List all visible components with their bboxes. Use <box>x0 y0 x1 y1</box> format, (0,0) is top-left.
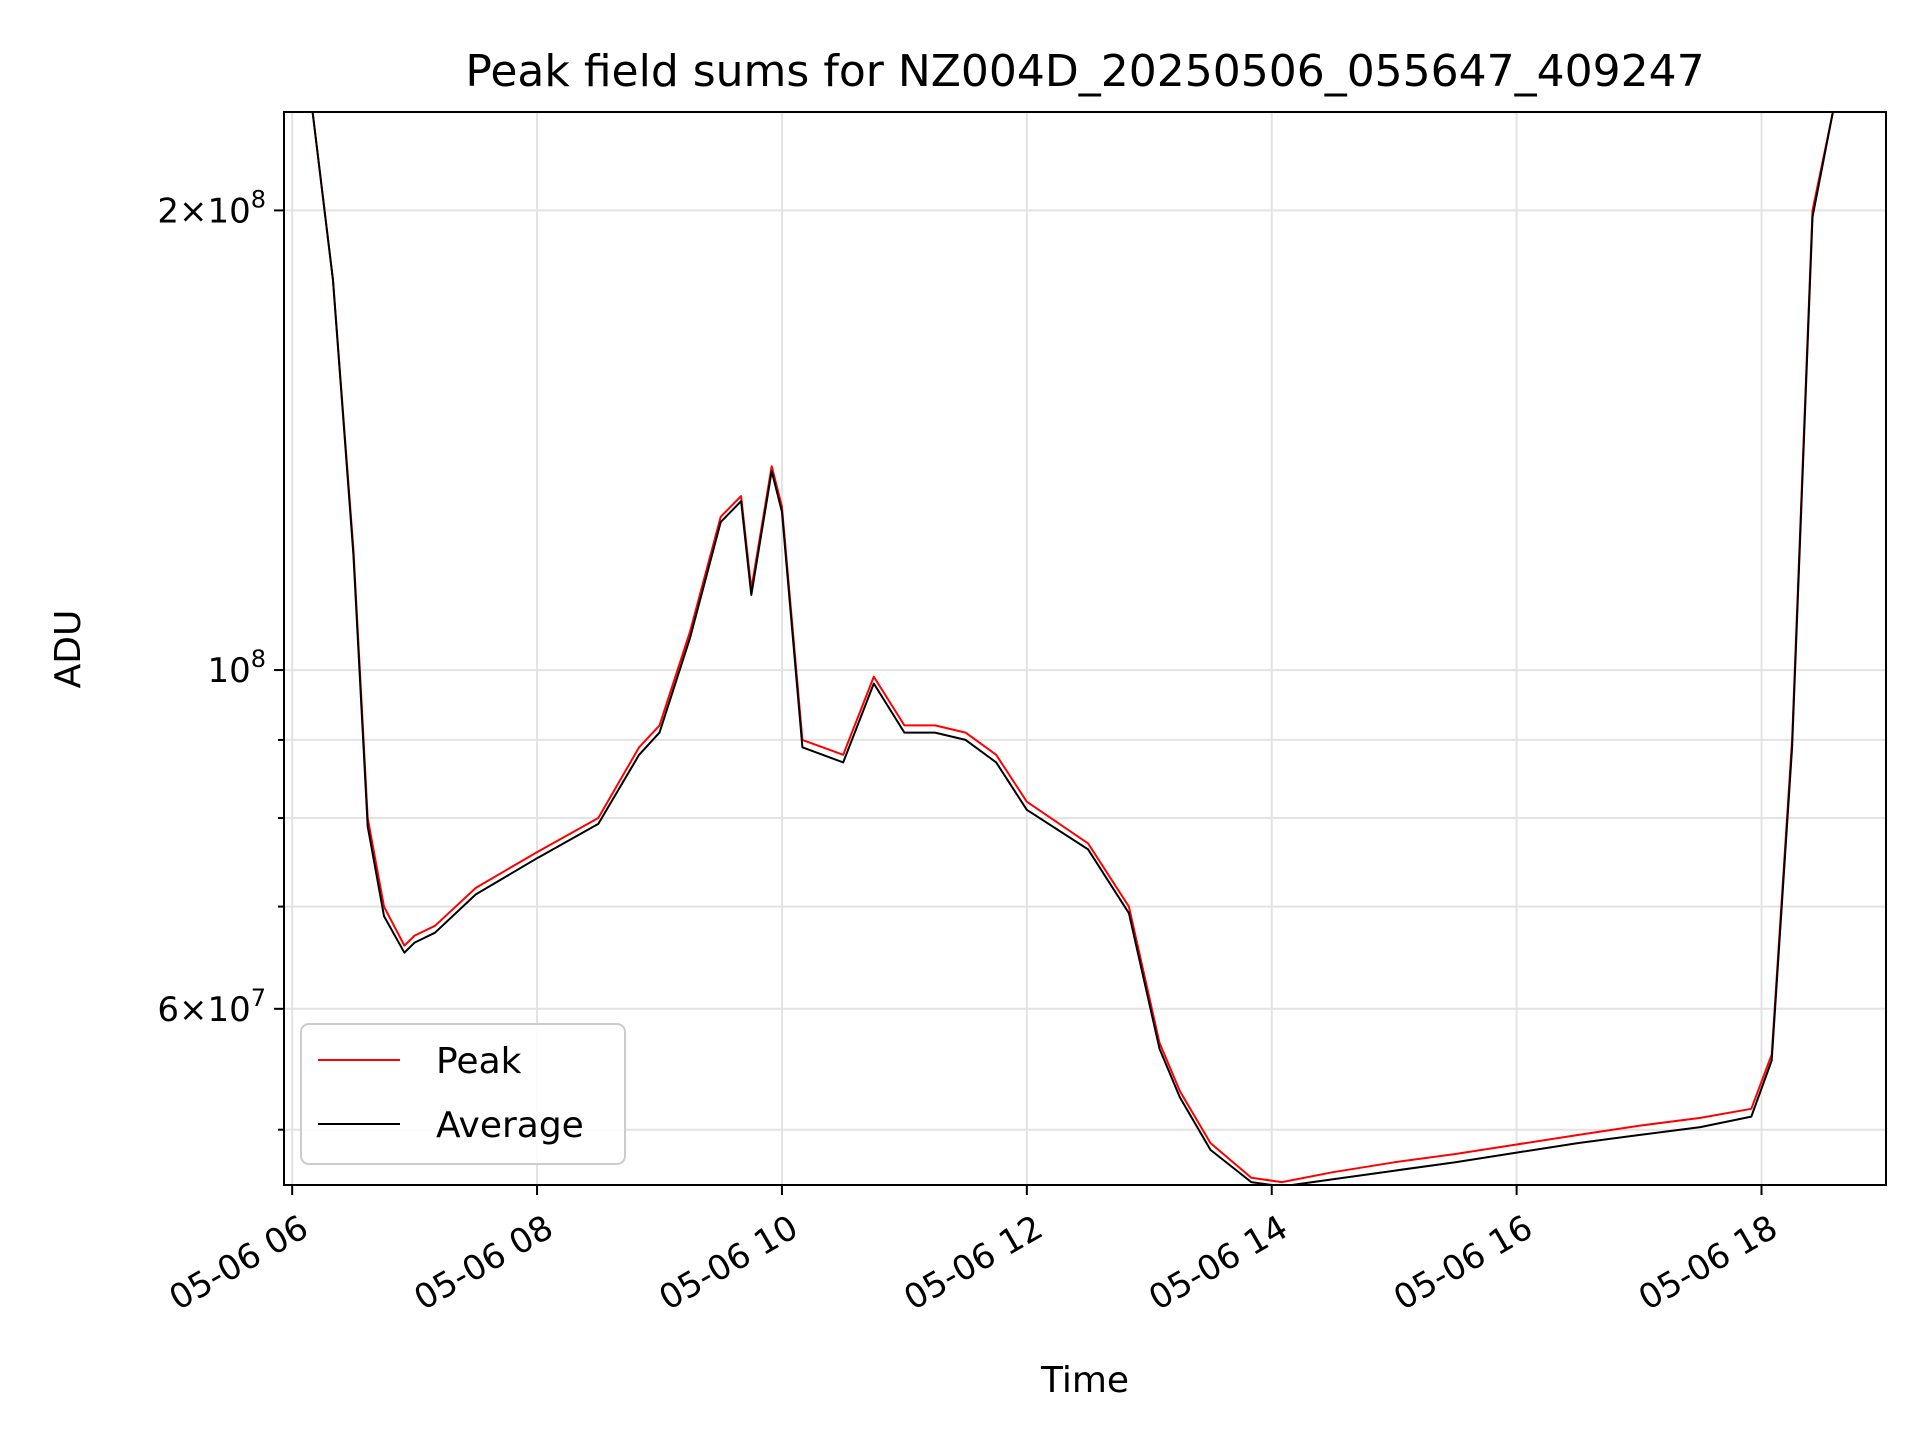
y-tick-label: 108 <box>207 645 266 691</box>
y-tick-label: 6×107 <box>157 984 266 1030</box>
series-line-average <box>284 112 1886 1185</box>
legend-label-average: Average <box>436 1105 584 1146</box>
y-tick-label: 2×108 <box>157 185 266 231</box>
series-line-peak <box>284 112 1886 1184</box>
legend-label-peak: Peak <box>436 1041 522 1082</box>
x-axis-label: Time <box>1040 1360 1129 1401</box>
series-layer <box>284 112 1886 1185</box>
plot-frame <box>283 111 1887 1186</box>
chart-title: Peak field sums for NZ004D_20250506_0556… <box>465 46 1704 97</box>
legend: Peak Average <box>300 1023 626 1165</box>
y-axis-label: ADU <box>48 610 89 689</box>
